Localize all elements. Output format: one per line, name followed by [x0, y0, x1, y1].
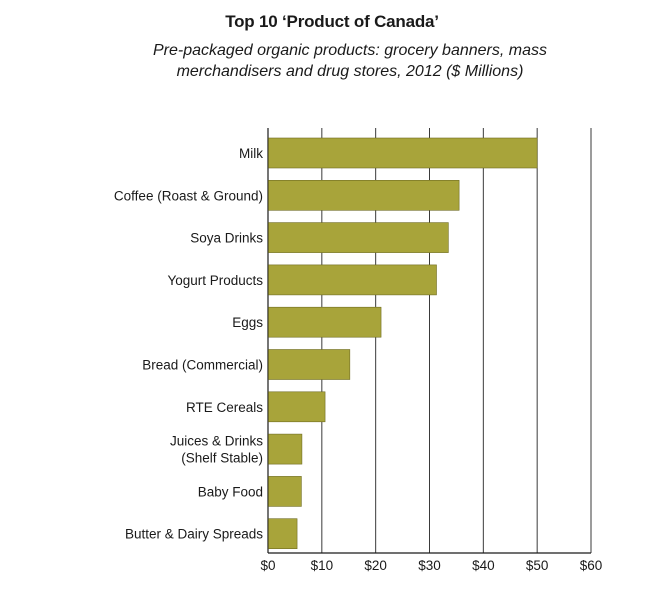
x-tick-label-0: $0: [260, 558, 275, 573]
chart-title: Top 10 ‘Product of Canada’: [225, 12, 439, 31]
bar-5: [268, 349, 351, 380]
category-label-6: RTE Cereals: [186, 400, 263, 415]
bar-9: [268, 518, 298, 550]
x-tick-label-6: $60: [580, 558, 603, 573]
category-label-5: Bread (Commercial): [142, 358, 263, 373]
x-tick-label-2: $20: [364, 558, 387, 573]
category-label-9: Butter & Dairy Spreads: [125, 527, 263, 542]
chart-subtitle: Pre-packaged organic products: grocery b…: [153, 42, 547, 80]
bar-0: [268, 137, 538, 169]
category-label-3: Yogurt Products: [167, 273, 263, 288]
x-tick-label-1: $10: [311, 558, 334, 573]
x-axis-ticks: $0 $10 $20 $30 $40 $50 $60: [260, 558, 602, 573]
bar-7: [268, 433, 303, 465]
category-labels: Milk Coffee (Roast & Ground) Soya Drinks Yo…: [114, 146, 263, 542]
bars: [268, 137, 538, 550]
category-label-7: Juices & Drinks (Shelf Stable): [170, 434, 263, 466]
x-tick-label-3: $30: [418, 558, 441, 573]
category-label-8: Baby Food: [198, 484, 263, 499]
bar-4: [268, 306, 382, 338]
bar-6: [268, 391, 326, 423]
x-tick-label-4: $40: [472, 558, 495, 573]
category-label-1: Coffee (Roast & Ground): [114, 188, 263, 203]
category-label-0: Milk: [239, 146, 263, 161]
category-label-2: Soya Drinks: [190, 231, 263, 246]
bar-8: [268, 476, 302, 507]
x-tick-label-5: $50: [526, 558, 549, 573]
bar-1: [268, 180, 460, 211]
bar-2: [268, 222, 449, 253]
category-label-4: Eggs: [232, 315, 263, 330]
bar-3: [268, 264, 437, 296]
